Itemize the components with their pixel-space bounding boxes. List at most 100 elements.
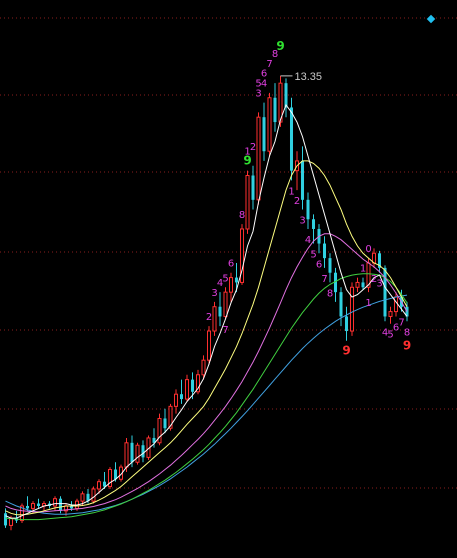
candle	[91, 486, 96, 504]
candle-body	[361, 282, 365, 288]
candle	[212, 301, 217, 336]
count-label: 2	[206, 312, 212, 323]
candle-body	[80, 493, 85, 502]
candle	[25, 496, 30, 511]
candle-body	[3, 513, 8, 526]
candle-body	[184, 379, 190, 400]
candle	[113, 462, 118, 482]
candle	[141, 440, 145, 463]
candle-body	[289, 107, 294, 171]
candle-body	[228, 277, 234, 293]
count-label: 7	[266, 59, 272, 70]
candle-body	[300, 160, 305, 200]
count-label: 8	[404, 327, 410, 338]
count-label: 1	[288, 186, 294, 197]
count-label: 7	[398, 318, 404, 329]
count-label: 6	[261, 69, 267, 80]
candle	[273, 83, 277, 132]
candle-body	[355, 281, 360, 288]
candle-body	[306, 199, 310, 220]
candle-body	[223, 291, 228, 317]
count-label: 8	[272, 49, 278, 60]
candle-body	[256, 116, 261, 201]
max-price-label: 13.35	[295, 71, 323, 83]
candles	[3, 75, 409, 531]
candle-body	[195, 374, 201, 393]
candle-body	[25, 505, 30, 509]
count-label: 2	[250, 142, 256, 153]
candle	[262, 102, 266, 161]
candle	[36, 498, 41, 509]
candle-body	[383, 267, 387, 317]
candle-body	[157, 418, 162, 444]
candle-body	[251, 175, 255, 200]
candle-body	[239, 228, 245, 283]
count-label: 7	[222, 325, 228, 336]
candle-body	[19, 505, 25, 522]
candle	[393, 292, 399, 317]
candle	[206, 326, 212, 366]
candle-body	[284, 83, 288, 108]
candle	[218, 292, 222, 327]
candle	[173, 389, 179, 414]
candle	[344, 306, 349, 341]
candle	[14, 510, 19, 523]
corner-diamond-icon	[426, 14, 436, 24]
candle-body	[311, 219, 316, 229]
ma-pink-line	[5, 233, 408, 513]
count-label: 6	[393, 322, 399, 333]
grid-lines	[0, 17, 457, 489]
candle	[377, 250, 382, 273]
count-label: 3	[376, 279, 382, 290]
candle	[349, 282, 355, 336]
count-label: 8	[239, 210, 245, 221]
candle-body	[58, 498, 63, 511]
count-label: 0	[365, 244, 371, 255]
count-label: 9	[403, 338, 411, 352]
candle	[163, 408, 167, 434]
candle-body	[96, 481, 102, 490]
candle-body	[163, 418, 167, 429]
count-label: 2	[371, 274, 377, 285]
count-label: 8	[327, 288, 333, 299]
candle-body	[377, 253, 382, 268]
candle-body	[262, 117, 266, 152]
candle	[333, 267, 338, 302]
candle	[195, 369, 201, 395]
candle	[371, 248, 377, 268]
candle	[267, 92, 272, 157]
candle-body	[322, 243, 327, 259]
count-label: 7	[321, 274, 327, 285]
candle	[294, 151, 300, 191]
candle	[256, 112, 261, 205]
candle	[322, 236, 327, 268]
count-label: 5	[387, 330, 393, 341]
candle	[339, 287, 343, 327]
count-label: 6	[316, 259, 322, 270]
candle	[328, 253, 332, 283]
candle-body	[278, 82, 283, 123]
ma-green-line	[5, 273, 408, 521]
candle-body	[102, 481, 107, 487]
candle	[245, 170, 250, 234]
candle-body	[91, 488, 96, 502]
ma-blue-line	[5, 294, 408, 515]
candle-body	[141, 445, 145, 458]
candle-body	[190, 379, 195, 392]
candle	[383, 265, 387, 322]
count-label: 3	[299, 216, 305, 227]
count-label: 4	[261, 79, 267, 90]
candle-body	[206, 330, 212, 361]
candle-body	[201, 359, 206, 376]
candle	[311, 214, 316, 244]
candle	[251, 165, 255, 210]
candle	[317, 224, 321, 254]
candle-body	[152, 437, 156, 443]
count-label: 6	[228, 259, 234, 270]
candle	[306, 192, 310, 229]
candle-body	[388, 311, 393, 317]
candle	[388, 306, 393, 324]
candle-body	[168, 405, 173, 429]
